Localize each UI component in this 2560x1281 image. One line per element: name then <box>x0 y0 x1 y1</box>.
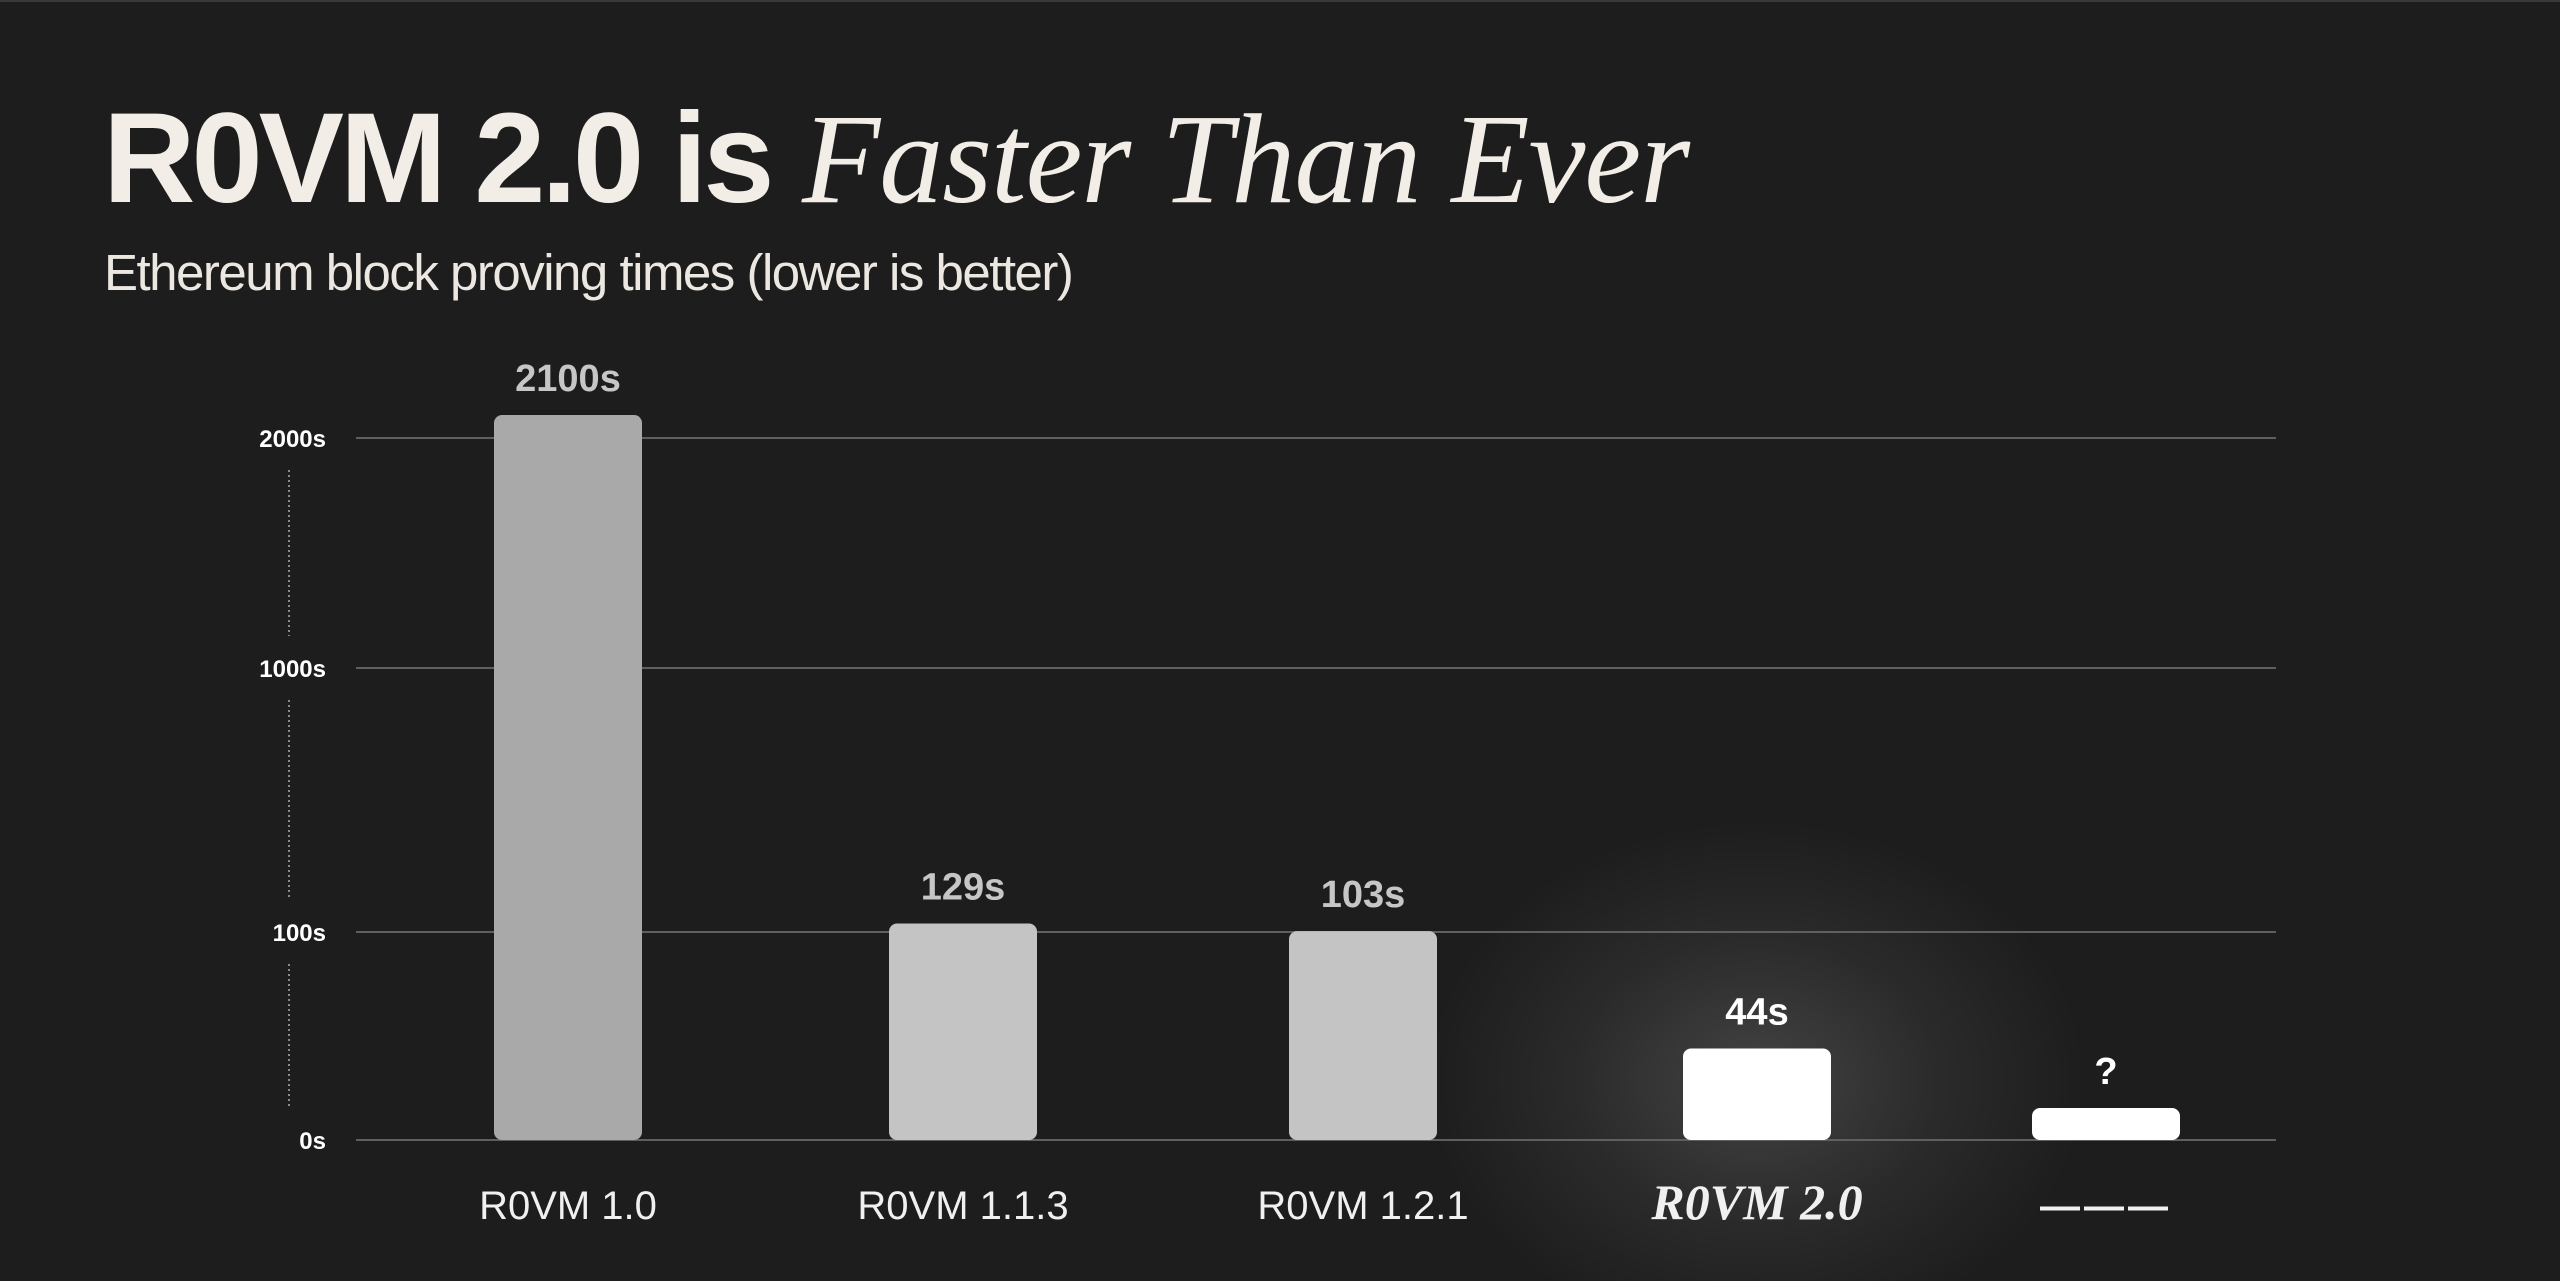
bar-value-label: 103s <box>1321 874 1406 916</box>
y-tick-label: 0s <box>299 1128 326 1155</box>
x-category-label: R0VM 1.1.3 <box>857 1184 1068 1228</box>
top-border <box>0 0 2560 2</box>
title-italic-part: Faster Than Ever <box>802 88 1690 230</box>
bar-5 <box>2032 1108 2180 1140</box>
bar-value-label: 44s <box>1725 991 1788 1033</box>
bar-value-label: 129s <box>921 866 1006 908</box>
bar-value-label: ? <box>2094 1051 2117 1093</box>
x-category-label: ——— <box>2040 1184 2172 1228</box>
bar-1 <box>494 415 642 1140</box>
y-tick-label: 2000s <box>259 426 326 453</box>
y-tick-label: 100s <box>273 920 326 947</box>
title-bold-part: R0VM 2.0 is <box>103 87 774 230</box>
x-category-label: R0VM 2.0 <box>1650 1174 1862 1230</box>
x-category-label: R0VM 1.2.1 <box>1257 1184 1468 1228</box>
y-tick-label: 1000s <box>259 656 326 683</box>
chart-subtitle: Ethereum block proving times (lower is b… <box>104 244 1074 301</box>
bar-4 <box>1683 1048 1831 1140</box>
chart-title: R0VM 2.0 is Faster Than Ever <box>103 84 1690 234</box>
bar-2 <box>889 923 1037 1140</box>
x-category-label: R0VM 1.0 <box>479 1184 657 1228</box>
bar-3 <box>1289 931 1437 1140</box>
bar-value-label: 2100s <box>515 358 621 400</box>
